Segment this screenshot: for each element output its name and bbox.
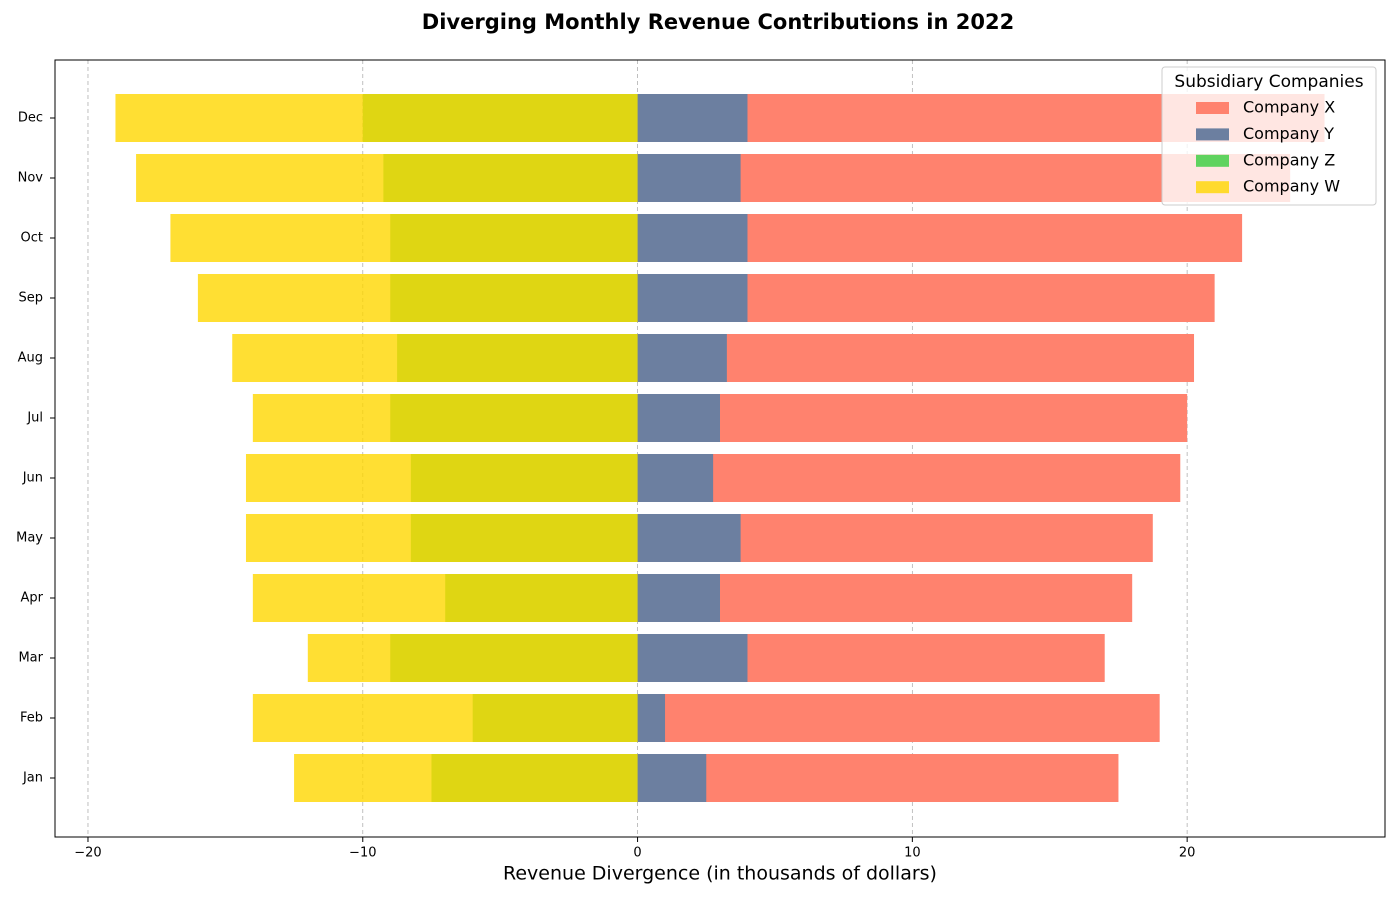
legend-label: Company W [1243,177,1340,196]
bar [637,574,1133,622]
legend-swatch [1196,154,1229,167]
y-tick-label: Jan [22,771,43,786]
y-tick-label: Dec [18,111,43,126]
bar [294,754,638,802]
bar [252,574,638,622]
bar [637,634,748,682]
x-axis-label: Revenue Divergence (in thousands of doll… [503,863,937,885]
bar [637,694,666,742]
bar [637,394,1188,442]
x-tick-label: 10 [904,846,921,861]
y-tick-label: Oct [21,231,43,246]
bar [637,94,748,142]
bar [637,334,1195,382]
legend-label: Company Z [1243,150,1335,169]
legend-title: Subsidiary Companies [1174,72,1363,92]
x-tick-label: 20 [1179,846,1196,861]
bar [245,514,638,562]
y-tick-label: Sep [18,291,43,306]
bar [637,394,720,442]
bar [637,454,1181,502]
bar [637,754,707,802]
y-tick-label: Jun [22,471,43,486]
bar [637,514,741,562]
legend-label: Company X [1243,98,1335,117]
y-tick-label: Mar [18,651,43,666]
x-tick-label: −20 [74,846,101,861]
legend-swatch [1196,128,1229,141]
bar [637,214,748,262]
bar [637,694,1160,742]
legend-swatch [1196,102,1229,114]
bar [245,454,638,502]
bar [197,274,638,322]
x-tick-label: −10 [349,846,376,861]
bar [136,154,638,202]
bar [170,214,638,262]
y-tick-label: May [16,531,43,546]
bar [252,694,638,742]
y-tick-label: Aug [18,351,43,366]
bar [637,274,748,322]
legend-box [1161,66,1377,206]
legend-swatch [1196,181,1229,194]
bar [307,634,638,682]
x-tick-label: 0 [633,846,641,861]
bar [115,94,638,142]
y-tick-label: Nov [18,171,44,186]
bar [232,334,638,382]
bar [637,154,741,202]
y-tick-label: Apr [21,591,44,606]
legend-label: Company Y [1243,124,1334,143]
y-tick-label: Jul [26,411,43,426]
bar [637,454,714,502]
bar [252,394,638,442]
bar [637,754,1119,802]
bar [637,334,727,382]
bar [637,574,720,622]
y-tick-label: Feb [20,711,43,726]
plot-frame [54,59,1386,838]
chart-title: Diverging Monthly Revenue Contributions … [422,10,1014,34]
